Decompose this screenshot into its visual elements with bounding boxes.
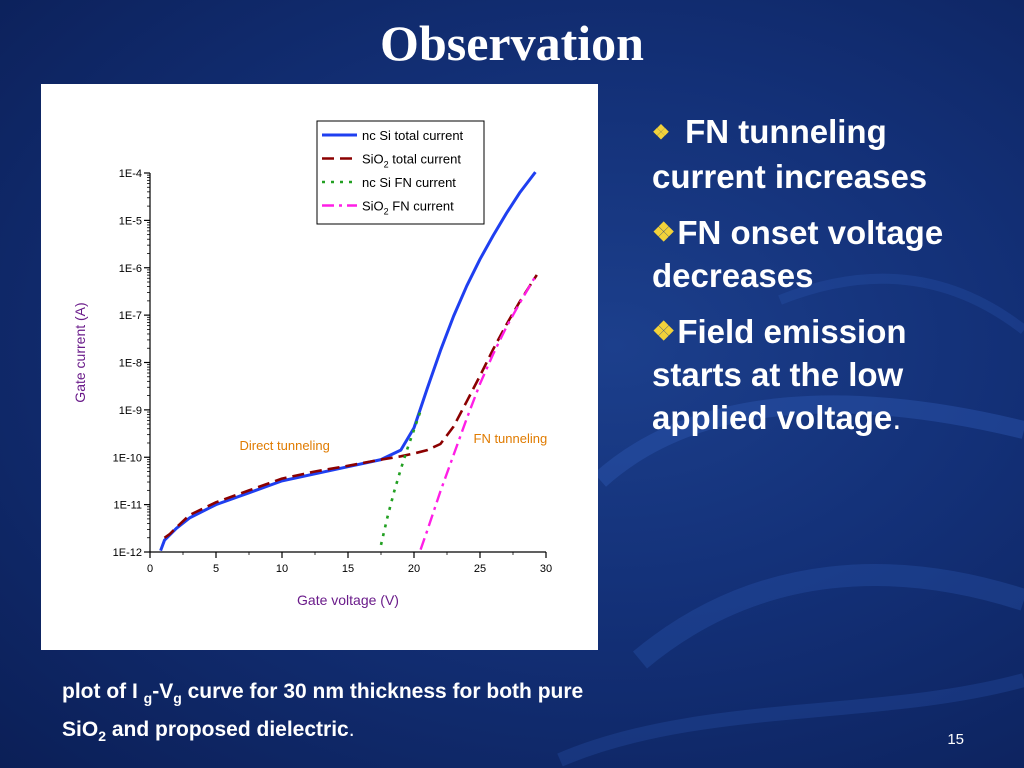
legend-label-2: nc Si FN current: [362, 175, 456, 190]
y-tick-label: 1E-5: [119, 215, 142, 227]
series-line-3: [419, 275, 537, 550]
y-tick-label: 1E-9: [119, 405, 142, 417]
chart-annotation-1: FN tunneling: [474, 431, 548, 446]
y-tick-label: 1E-7: [119, 310, 142, 322]
x-tick-label: 5: [213, 563, 219, 575]
y-tick-label: 1E-11: [113, 500, 142, 512]
x-tick-label: 25: [474, 563, 486, 575]
caption-subscript: g: [173, 690, 182, 706]
page-number: 15: [947, 731, 964, 748]
y-tick-label: 1E-12: [113, 547, 142, 559]
diamond-bullet-icon: ❖: [652, 122, 670, 144]
caption-subscript: g: [143, 690, 153, 706]
bullet-item: ❖ FN tunneling current increases: [652, 110, 1002, 198]
caption-text: plot of I: [62, 680, 144, 703]
iv-chart: 1E-12 1E-11 1E-10 1E-9 1E-8 1E-7 1E-6 1E-5 1E-4 0…: [72, 120, 552, 608]
x-tick-label: 10: [276, 563, 288, 575]
diamond-bullet-icon: ❖: [652, 316, 676, 346]
caption-text: -V: [152, 680, 174, 703]
x-tick-label: 0: [147, 563, 153, 575]
chart-annotation-0: Direct tunneling: [239, 438, 329, 453]
x-tick-label: 30: [540, 563, 552, 575]
bullet-period: .: [892, 399, 902, 436]
chart-caption: plot of I g-Vg curve for 30 nm thickness…: [62, 676, 822, 752]
caption-text: SiO: [62, 718, 99, 741]
caption-text: and proposed dielectric: [105, 718, 349, 741]
chart-panel: 1E-12 1E-11 1E-10 1E-9 1E-8 1E-7 1E-6 1E-5 1E-4 0…: [41, 84, 598, 650]
y-axis-label: Gate current (A): [72, 302, 88, 402]
legend-label-1: SiO2 total current: [362, 152, 461, 170]
legend-box: [316, 120, 485, 225]
bullet-text: FN tunneling current increases: [652, 113, 928, 195]
legend-label-0: nc Si total current: [362, 128, 464, 143]
bullet-text: Field emission starts at the low applied…: [652, 313, 907, 436]
legend-label-3: SiO2 FN current: [362, 199, 454, 217]
diamond-bullet-icon: ❖: [652, 217, 676, 247]
x-tick-label: 15: [342, 563, 354, 575]
y-tick-label: 1E-8: [119, 358, 142, 370]
series-line-2: [379, 410, 422, 546]
x-axis-label: Gate voltage (V): [297, 592, 399, 608]
caption-text: curve for 30 nm thickness for both pure: [181, 680, 584, 703]
bullet-list: ❖ FN tunneling current increases ❖FN ons…: [652, 110, 1002, 452]
bullet-text: FN onset voltage decreases: [652, 214, 944, 294]
caption-subscript: 2: [98, 728, 106, 744]
series-line-0: [159, 171, 537, 552]
series-line-1: [163, 274, 538, 539]
y-tick-label: 1E-6: [119, 263, 142, 275]
bullet-item: ❖FN onset voltage decreases: [652, 211, 1002, 297]
caption-period: .: [348, 718, 355, 741]
y-tick-label: 1E-4: [119, 168, 142, 180]
x-tick-label: 20: [408, 563, 420, 575]
slide-title: Observation: [380, 15, 644, 71]
y-tick-label: 1E-10: [113, 452, 142, 464]
bullet-item: ❖Field emission starts at the low applie…: [652, 310, 1002, 439]
